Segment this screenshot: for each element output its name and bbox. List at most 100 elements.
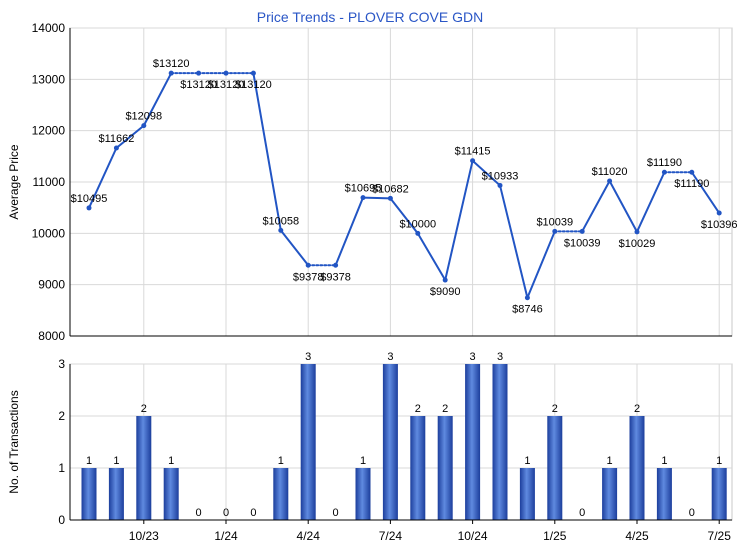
transaction-bar bbox=[492, 364, 508, 520]
transaction-bar bbox=[656, 468, 672, 520]
price-data-label: $13120 bbox=[235, 79, 272, 91]
price-point bbox=[387, 195, 393, 201]
price-point bbox=[689, 169, 695, 175]
transaction-bar bbox=[163, 468, 179, 520]
price-line-segment bbox=[608, 179, 638, 233]
price-point bbox=[579, 228, 585, 234]
x-tick-label: 10/23 bbox=[129, 529, 159, 543]
price-point bbox=[278, 227, 284, 233]
transactions-y-tick-label: 1 bbox=[58, 461, 65, 475]
transaction-bar bbox=[81, 468, 97, 520]
transaction-bar bbox=[300, 364, 316, 520]
transactions-y-axis-label: No. of Transactions bbox=[7, 390, 21, 493]
price-point bbox=[168, 70, 174, 76]
transaction-count-label: 0 bbox=[579, 507, 585, 519]
price-point bbox=[470, 158, 476, 164]
price-data-label: $11020 bbox=[592, 166, 628, 178]
transaction-bar bbox=[602, 468, 618, 520]
price-data-label: $11662 bbox=[98, 133, 134, 145]
transaction-count-label: 2 bbox=[442, 403, 448, 415]
transactions-y-tick-label: 2 bbox=[58, 409, 65, 423]
price-data-label: $11190 bbox=[674, 178, 709, 190]
price-line-segment bbox=[115, 124, 145, 150]
transactions-y-tick-label: 0 bbox=[58, 513, 65, 527]
price-line-segment bbox=[279, 229, 310, 267]
price-line-chart: 8000 9000 10000 11000 12000 13000 14000 $10495 $… bbox=[32, 21, 738, 343]
price-line-segment bbox=[471, 159, 501, 187]
price-y-tick-label: 13000 bbox=[32, 72, 66, 86]
transaction-bar bbox=[273, 468, 289, 520]
price-line-segment bbox=[581, 179, 611, 233]
x-tick-label: 4/24 bbox=[297, 529, 321, 543]
price-line-segment bbox=[88, 147, 118, 209]
transaction-count-label: 1 bbox=[716, 455, 722, 467]
price-y-tick-label: 9000 bbox=[38, 278, 65, 292]
transaction-bar bbox=[711, 468, 727, 520]
price-data-label: $10682 bbox=[372, 183, 409, 195]
price-data-label: $11415 bbox=[455, 146, 491, 158]
price-point bbox=[552, 228, 558, 234]
transaction-bar bbox=[108, 468, 124, 520]
transaction-count-label: 0 bbox=[250, 507, 256, 519]
transaction-count-label: 1 bbox=[86, 455, 92, 467]
price-point bbox=[607, 178, 613, 184]
transactions-bar-chart: 0 1 2 3 10/23 1/24 4/24 7/24 10/24 1/25 4/25 7/25 1 1… bbox=[58, 351, 733, 543]
transaction-count-label: 1 bbox=[168, 455, 174, 467]
price-point bbox=[524, 295, 530, 301]
price-data-label: $10058 bbox=[262, 215, 299, 227]
price-data-label: $8746 bbox=[512, 304, 543, 316]
price-line-segment bbox=[690, 171, 721, 215]
price-point bbox=[305, 262, 311, 268]
transactions-y-tick-label: 3 bbox=[58, 357, 65, 371]
transaction-bar bbox=[547, 416, 563, 520]
price-data-label: $10000 bbox=[399, 218, 436, 230]
transaction-bar bbox=[136, 416, 152, 520]
x-tick-label: 4/25 bbox=[625, 529, 649, 543]
price-data-label: $9378 bbox=[293, 271, 324, 283]
transactions-plot-area bbox=[69, 363, 733, 521]
price-point bbox=[86, 205, 92, 211]
price-data-label: $10495 bbox=[71, 193, 108, 205]
chart-title: Price Trends - PLOVER COVE GDN bbox=[257, 9, 483, 25]
price-data-label: $13120 bbox=[180, 79, 217, 91]
transaction-count-label: 2 bbox=[415, 403, 421, 415]
price-point bbox=[360, 195, 366, 201]
price-point bbox=[716, 210, 722, 216]
price-data-label: $10396 bbox=[701, 219, 738, 231]
transaction-count-label: 1 bbox=[278, 455, 284, 467]
price-line-segment bbox=[526, 230, 556, 299]
price-point bbox=[634, 229, 640, 235]
x-tick-label: 1/24 bbox=[214, 529, 238, 543]
price-point bbox=[442, 277, 448, 283]
x-tick-label: 1/25 bbox=[543, 529, 567, 543]
transaction-bar bbox=[519, 468, 535, 520]
transaction-count-label: 2 bbox=[141, 403, 147, 415]
price-y-tick-label: 11000 bbox=[33, 175, 66, 189]
x-tick-label: 7/25 bbox=[708, 529, 732, 543]
price-line-segment bbox=[499, 184, 529, 299]
transaction-count-label: 1 bbox=[360, 455, 366, 467]
price-line-segment bbox=[416, 232, 447, 282]
x-tick-label: 7/24 bbox=[379, 529, 403, 543]
price-y-tick-label: 8000 bbox=[38, 329, 65, 343]
transaction-count-label: 1 bbox=[607, 455, 613, 467]
price-data-label: $11190 bbox=[647, 157, 682, 169]
price-point bbox=[661, 169, 667, 175]
transaction-count-label: 0 bbox=[333, 507, 339, 519]
price-y-axis-label: Average Price bbox=[7, 144, 21, 219]
transaction-count-label: 3 bbox=[470, 351, 476, 363]
price-point bbox=[497, 182, 503, 188]
price-data-label: $13120 bbox=[208, 79, 245, 91]
transaction-count-label: 3 bbox=[305, 351, 311, 363]
transaction-count-label: 2 bbox=[552, 403, 558, 415]
transaction-count-label: 3 bbox=[497, 351, 503, 363]
price-y-tick-label: 10000 bbox=[32, 226, 66, 240]
price-data-label: $12098 bbox=[125, 111, 162, 123]
transaction-bar bbox=[355, 468, 371, 520]
transaction-count-label: 1 bbox=[113, 455, 119, 467]
transaction-count-label: 3 bbox=[387, 351, 393, 363]
transaction-count-label: 0 bbox=[196, 507, 202, 519]
price-line-segment bbox=[252, 72, 282, 232]
transaction-bar bbox=[382, 364, 398, 520]
